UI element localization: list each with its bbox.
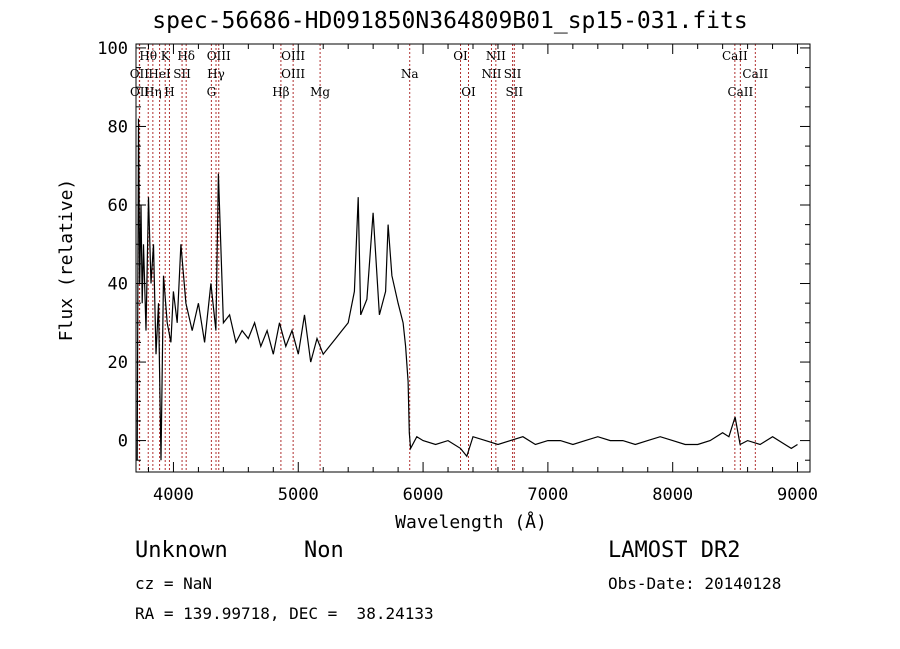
spectrum-line <box>136 118 798 461</box>
spectral-line-label: Na <box>401 67 419 81</box>
observation-date: Obs-Date: 20140128 <box>608 574 782 593</box>
object-subclass: Non <box>304 538 344 563</box>
spectral-line-label: NII <box>486 49 506 63</box>
spectral-line-label: OIII <box>281 49 305 63</box>
x-tick-label: 6000 <box>403 485 444 505</box>
spectral-line-label: K <box>161 49 171 63</box>
y-tick-label: 0 <box>118 432 128 452</box>
y-tick-label: 60 <box>108 196 128 216</box>
spectral-line-label: Hη <box>144 85 162 99</box>
x-tick-label: 5000 <box>278 485 319 505</box>
spectral-line-label: Hβ <box>272 85 289 99</box>
y-axis-label: Flux (relative) <box>56 179 77 342</box>
chart-title: spec-56686-HD091850N364809B01_sp15-031.f… <box>152 8 748 34</box>
spectral-line-label: CaII <box>722 49 748 63</box>
survey-name: LAMOST DR2 <box>608 538 741 563</box>
redshift-cz: cz = NaN <box>135 574 213 593</box>
ra-dec-coordinates: RA = 139.99718, DEC = 38.24133 <box>135 604 434 623</box>
spectral-line-label: G <box>207 85 217 99</box>
x-tick-label: 8000 <box>652 485 693 505</box>
spectral-line-label: SII <box>505 85 523 99</box>
spectral-line-label: Hγ <box>207 67 225 81</box>
spectral-line-label: NII <box>481 67 501 81</box>
spectral-line-label: Mg <box>310 85 330 99</box>
spectral-line-label: OI <box>453 49 468 63</box>
x-axis-label: Wavelength (Å) <box>395 511 547 533</box>
spectral-line-label: SII <box>504 67 522 81</box>
x-tick-label: 4000 <box>153 485 194 505</box>
object-class: Unknown <box>135 538 228 563</box>
spectral-line-label: OII <box>130 85 150 99</box>
y-tick-label: 40 <box>108 275 128 295</box>
spectral-line-label: CaII <box>727 85 753 99</box>
spectral-line-label: Hθ <box>139 49 157 63</box>
spectral-line-label: CaII <box>742 67 768 81</box>
spectral-line-label: OIII <box>281 67 305 81</box>
y-tick-label: 100 <box>97 39 128 59</box>
spectral-line-label: OI <box>461 85 476 99</box>
plot-frame <box>135 43 811 473</box>
spectral-line-label: OIII <box>207 49 231 63</box>
spectral-line-label: Hδ <box>177 49 195 63</box>
spectral-line-label: SII <box>173 67 191 81</box>
spectral-line-label: OII <box>130 67 150 81</box>
spectral-line-label: HeI <box>148 67 171 81</box>
y-tick-label: 80 <box>108 117 128 137</box>
y-tick-label: 20 <box>108 353 128 373</box>
x-tick-label: 9000 <box>777 485 818 505</box>
x-tick-label: 7000 <box>527 485 568 505</box>
spectral-line-label: H <box>164 85 174 99</box>
